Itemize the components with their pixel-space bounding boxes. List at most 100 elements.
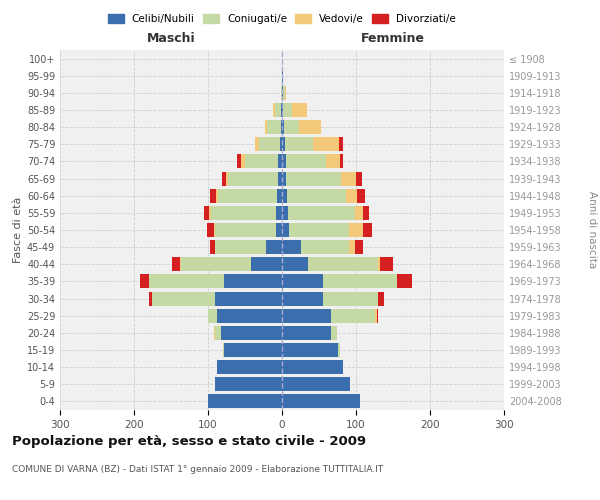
Bar xyxy=(397,274,412,288)
Bar xyxy=(331,308,375,322)
Bar xyxy=(282,258,308,272)
Bar xyxy=(364,223,372,237)
Bar xyxy=(346,188,358,202)
Bar xyxy=(277,188,282,202)
Bar xyxy=(355,206,364,220)
Bar xyxy=(256,138,259,151)
Bar xyxy=(282,240,301,254)
Bar xyxy=(245,154,278,168)
Bar xyxy=(152,292,215,306)
Bar xyxy=(215,292,282,306)
Bar xyxy=(282,172,286,185)
Bar xyxy=(355,240,364,254)
Bar xyxy=(292,103,307,117)
Bar xyxy=(282,206,288,220)
Bar xyxy=(265,120,267,134)
Bar xyxy=(282,292,323,306)
Bar xyxy=(251,258,282,272)
Bar xyxy=(282,394,360,408)
Bar xyxy=(313,138,339,151)
Bar xyxy=(338,343,340,357)
Text: Popolazione per età, sesso e stato civile - 2009: Popolazione per età, sesso e stato civil… xyxy=(12,435,366,448)
Bar xyxy=(282,154,286,168)
Bar xyxy=(326,154,340,168)
Legend: Celibi/Nubili, Coniugati/e, Vedovi/e, Divorziati/e: Celibi/Nubili, Coniugati/e, Vedovi/e, Di… xyxy=(104,10,460,29)
Bar xyxy=(283,103,292,117)
Text: Femmine: Femmine xyxy=(361,32,425,45)
Bar xyxy=(281,103,282,117)
Bar xyxy=(282,120,284,134)
Bar xyxy=(339,138,343,151)
Bar xyxy=(222,172,226,185)
Bar xyxy=(349,240,355,254)
Y-axis label: Fasce di età: Fasce di età xyxy=(13,197,23,263)
Text: COMUNE DI VARNA (BZ) - Dati ISTAT 1° gennaio 2009 - Elaborazione TUTTITALIA.IT: COMUNE DI VARNA (BZ) - Dati ISTAT 1° gen… xyxy=(12,465,383,474)
Bar xyxy=(215,223,276,237)
Bar xyxy=(323,292,378,306)
Bar xyxy=(215,240,266,254)
Bar xyxy=(282,188,287,202)
Bar xyxy=(282,326,331,340)
Bar xyxy=(282,68,283,82)
Bar xyxy=(301,240,349,254)
Bar xyxy=(349,223,364,237)
Bar xyxy=(286,154,326,168)
Bar xyxy=(331,326,337,340)
Bar xyxy=(276,206,282,220)
Bar xyxy=(223,343,224,357)
Bar xyxy=(217,308,282,322)
Bar xyxy=(149,292,152,306)
Bar xyxy=(214,326,215,340)
Bar xyxy=(283,86,285,100)
Bar xyxy=(299,120,321,134)
Bar xyxy=(341,172,356,185)
Bar xyxy=(241,154,245,168)
Bar xyxy=(281,86,282,100)
Bar xyxy=(282,378,350,392)
Bar xyxy=(208,308,217,322)
Bar xyxy=(181,258,251,272)
Bar xyxy=(226,172,228,185)
Bar xyxy=(282,308,331,322)
Bar xyxy=(282,138,285,151)
Text: Maschi: Maschi xyxy=(146,32,196,45)
Bar xyxy=(224,274,282,288)
Bar xyxy=(378,258,380,272)
Bar xyxy=(278,172,282,185)
Bar xyxy=(203,206,209,220)
Bar xyxy=(215,378,282,392)
Bar xyxy=(356,172,362,185)
Bar xyxy=(206,223,214,237)
Bar xyxy=(214,223,215,237)
Bar xyxy=(237,154,241,168)
Bar xyxy=(210,240,215,254)
Bar xyxy=(380,258,393,272)
Bar xyxy=(266,240,282,254)
Bar xyxy=(275,103,281,117)
Bar xyxy=(140,274,149,288)
Bar xyxy=(287,188,346,202)
Bar xyxy=(267,120,281,134)
Bar xyxy=(209,206,211,220)
Bar xyxy=(364,206,370,220)
Bar xyxy=(208,394,282,408)
Text: Anni di nascita: Anni di nascita xyxy=(587,192,597,268)
Bar xyxy=(276,223,282,237)
Bar xyxy=(280,138,282,151)
Bar xyxy=(218,188,277,202)
Bar xyxy=(172,258,180,272)
Bar xyxy=(149,274,224,288)
Bar xyxy=(288,206,355,220)
Bar xyxy=(286,172,341,185)
Bar xyxy=(282,86,283,100)
Bar xyxy=(210,188,216,202)
Bar xyxy=(215,326,221,340)
Bar xyxy=(282,103,283,117)
Bar xyxy=(224,343,282,357)
Bar xyxy=(282,274,323,288)
Bar xyxy=(282,343,338,357)
Bar xyxy=(228,172,278,185)
Bar xyxy=(216,188,218,202)
Bar xyxy=(211,206,276,220)
Bar xyxy=(323,274,397,288)
